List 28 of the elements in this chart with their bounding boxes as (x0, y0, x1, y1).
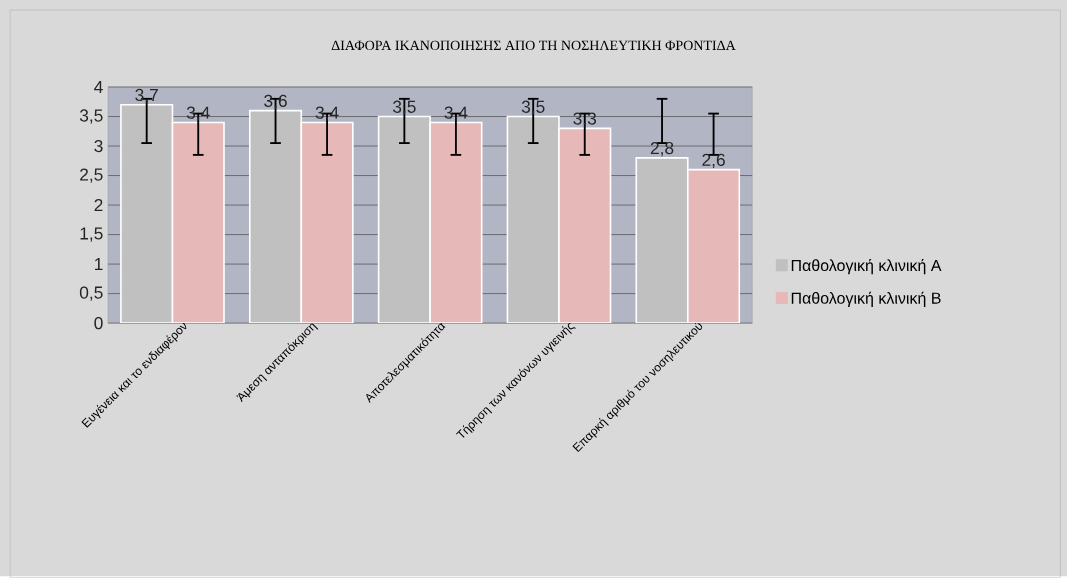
bar (249, 110, 302, 324)
data-label: 3,7 (135, 88, 158, 104)
data-label: 3,4 (315, 106, 339, 121)
bar (430, 122, 482, 324)
legend-label: Παθολογική κλινική Β (791, 291, 941, 308)
bar (687, 168, 741, 324)
y-tick-label: 3 (94, 140, 103, 153)
data-label: 3,4 (444, 106, 468, 121)
bar (120, 104, 173, 324)
y-tick-label: 2 (94, 199, 103, 212)
y-tick-label: 1,5 (80, 227, 103, 242)
y-tick-label: 4 (94, 81, 103, 94)
y-tick-label: 1 (95, 258, 103, 271)
bar (558, 128, 611, 324)
y-tick-label: 2,5 (80, 168, 103, 183)
data-label: 2,8 (650, 142, 674, 157)
y-tick-label: 3,5 (79, 109, 103, 124)
y-tick-label: 0,5 (79, 286, 103, 301)
bar (172, 122, 224, 324)
bar (301, 122, 353, 324)
chart-title: ΔΙΑΦΟΡΑ ΙΚΑΝΟΠΟΙΗΣΗΣ ΑΠΟ ΤΗ ΝΟΣΗΛΕΥΤΙΚΗ ΦΡΟΝΤΙΔΑ (331, 40, 736, 51)
y-tick-label: 0 (94, 317, 103, 330)
legend-label: Παθολογική κλινική Α (791, 259, 942, 275)
data-label: 3,4 (186, 106, 210, 121)
bar (378, 116, 431, 324)
bar (635, 157, 689, 324)
data-label: 2,6 (702, 153, 725, 169)
bar (507, 116, 559, 324)
